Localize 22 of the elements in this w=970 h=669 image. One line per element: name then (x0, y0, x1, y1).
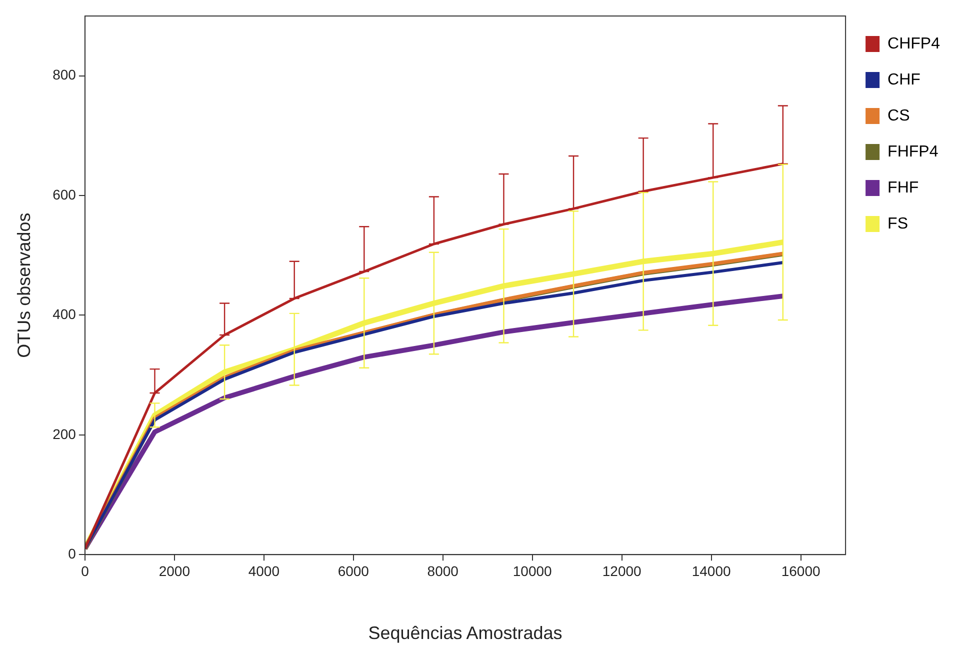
y-tick-label: 800 (52, 66, 76, 83)
x-tick-label: 4000 (248, 562, 280, 579)
y-tick-label: 400 (52, 306, 76, 322)
y-tick-label: 0 (68, 545, 76, 562)
y-tick-label: 600 (52, 186, 76, 202)
y-tick-label: 200 (52, 426, 76, 442)
x-tick-label: 2000 (158, 562, 190, 579)
x-tick-label: 14000 (692, 562, 731, 579)
legend-label: CHFP4 (888, 35, 940, 52)
y-axis-title: OTUs observados (14, 212, 34, 358)
x-tick-label: 16000 (781, 562, 820, 579)
legend-label: FS (888, 215, 908, 232)
x-tick-label: 6000 (338, 562, 370, 579)
x-tick-label: 10000 (512, 562, 552, 579)
legend-label: CHF (888, 71, 921, 88)
x-tick-label: 0 (81, 562, 90, 579)
legend-label: FHFP4 (888, 143, 938, 160)
x-axis-title: Sequências Amostradas (368, 623, 562, 644)
x-tick-label: 12000 (602, 562, 642, 579)
legend-label: FHF (888, 179, 919, 196)
x-tick-label: 8000 (427, 562, 459, 579)
legend-label: CS (888, 107, 910, 124)
